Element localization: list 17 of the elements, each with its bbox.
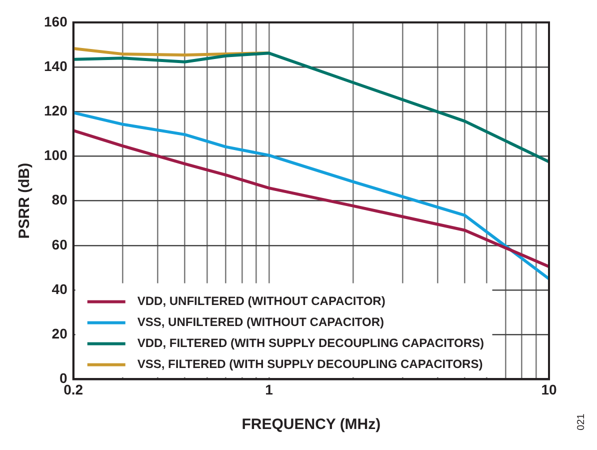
- legend-label: VSS, FILTERED (WITH SUPPLY DECOUPLING CAPACITORS): [137, 357, 483, 372]
- y-tick-label: 60: [52, 236, 68, 252]
- text: 021: [576, 413, 587, 430]
- x-axis-title: FREQUENCY (MHz): [242, 416, 381, 434]
- x-tick-label: 1: [265, 381, 274, 398]
- y-tick-label: 140: [44, 58, 68, 74]
- y-tick-label: 40: [52, 280, 68, 297]
- y-tick-label: 20: [52, 325, 68, 342]
- legend-label: VDD, UNFILTERED (WITHOUT CAPACITOR): [137, 294, 386, 308]
- x-tick-label: 10: [541, 381, 557, 398]
- y-tick-label: 160: [44, 13, 68, 30]
- y-tick-label: 120: [44, 102, 68, 118]
- legend-label: VDD, FILTERED (WITH SUPPLY DECOUPLING CAPACITORS): [137, 336, 484, 350]
- y-tick-label: 80: [52, 192, 68, 208]
- legend-label: VSS, UNFILTERED (WITHOUT CAPACITOR): [137, 315, 384, 330]
- y-tick-label: 100: [44, 147, 68, 164]
- y-axis-title: PSRR (dB): [16, 162, 34, 239]
